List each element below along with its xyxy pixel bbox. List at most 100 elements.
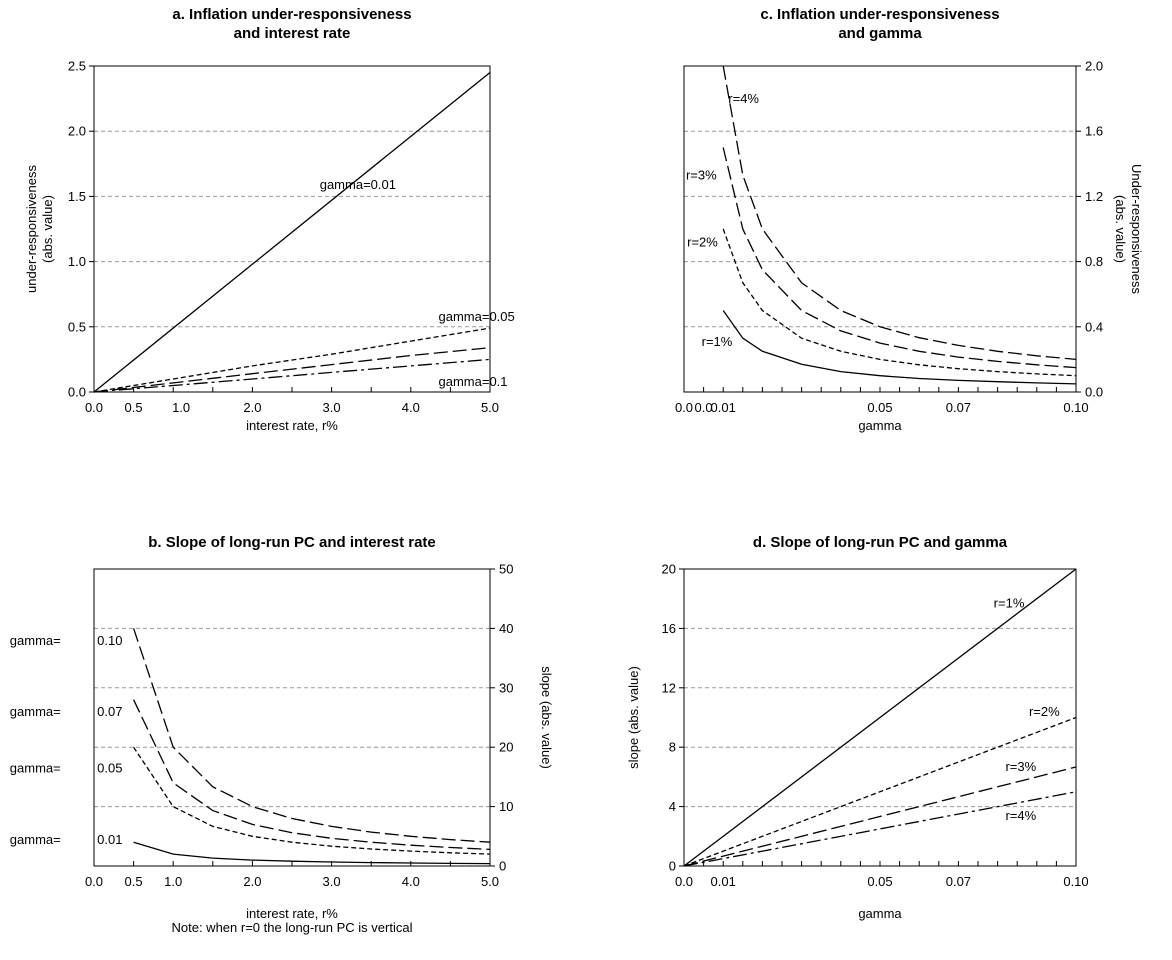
annotation-label: 0.05 [97, 760, 122, 775]
x-tick-label: 0.5 [125, 400, 143, 415]
x-tick-label: 0.07 [946, 874, 971, 889]
y-axis-label: slope (abs. value) [539, 666, 554, 769]
y-tick-label: 2.5 [68, 59, 86, 74]
series-line [683, 766, 1077, 867]
x-tick-label: 2.0 [243, 400, 261, 415]
y-tick-label: 16 [662, 621, 676, 636]
panel-title-line2: and gamma [838, 25, 922, 42]
annotation-label: gamma=0.05 [439, 309, 515, 324]
y-tick-label: 0.8 [1085, 254, 1103, 269]
x-tick-label: 0.01 [711, 874, 736, 889]
series-line [133, 699, 491, 851]
annotation-label: gamma= [10, 633, 61, 648]
panel-title: c. Inflation under-responsiveness [760, 6, 999, 23]
x-tick-label: 0.10 [1063, 400, 1088, 415]
x-tick-label: 0.0 [695, 400, 713, 415]
y-tick-label: 0 [499, 859, 506, 874]
series-line [683, 568, 1077, 867]
panel-title: a. Inflation under-responsiveness [172, 6, 411, 23]
y-tick-label: 20 [499, 740, 513, 755]
x-tick-label: 4.0 [402, 400, 420, 415]
x-tick-label: 3.0 [323, 400, 341, 415]
annotation-label: r=3% [1005, 759, 1036, 774]
y-tick-label: 1.0 [68, 254, 86, 269]
annotation-label: gamma= [10, 704, 61, 719]
annotation-label: r=4% [1005, 808, 1036, 823]
y-tick-label: 12 [662, 680, 676, 695]
y-tick-label: 0.0 [68, 385, 86, 400]
series-line [132, 628, 491, 843]
x-tick-label: 0.01 [711, 400, 736, 415]
series-line [93, 71, 491, 393]
y-tick-label: 0 [669, 859, 676, 874]
x-tick-label: 5.0 [481, 400, 499, 415]
x-tick-label: 0.05 [867, 874, 892, 889]
annotation-label: gamma=0.1 [439, 374, 508, 389]
x-tick-label: 0.10 [1063, 874, 1088, 889]
annotation-label: r=1% [702, 334, 733, 349]
x-tick-label: 0.0 [85, 874, 103, 889]
panel-d: d. Slope of long-run PC and gamma 0.0 0.01… [626, 534, 1089, 921]
panel-title-line2: and interest rate [234, 25, 351, 42]
y-axis-label-line2: (abs. value) [1113, 195, 1128, 263]
series-line [722, 228, 1077, 377]
annotation-label: r=2% [1029, 704, 1060, 719]
y-tick-label: 50 [499, 562, 513, 577]
plot-frame [93, 65, 491, 393]
panel-b: b. Slope of long-run PC and interest rat… [10, 534, 554, 935]
x-tick-label: 4.0 [402, 874, 420, 889]
x-tick-label: 0.0 [85, 400, 103, 415]
x-tick-label: 5.0 [481, 874, 499, 889]
annotation-label: r=1% [994, 596, 1025, 611]
panel-title: d. Slope of long-run PC and gamma [753, 534, 1008, 551]
y-tick-label: 2.0 [1085, 59, 1103, 74]
y-tick-label: 20 [662, 562, 676, 577]
y-tick-label: 1.6 [1085, 124, 1103, 139]
y-tick-label: 30 [499, 680, 513, 695]
plot-frame [93, 568, 491, 867]
chart-note: Note: when r=0 the long-run PC is vertic… [172, 920, 413, 935]
y-tick-label: 1.2 [1085, 189, 1103, 204]
series-line [93, 327, 491, 393]
series-line [683, 791, 1077, 867]
panel-a: a. Inflation under-responsiveness and int… [24, 6, 515, 433]
x-tick-label: 0.0 [675, 400, 693, 415]
series-line [93, 358, 491, 393]
annotation-label: r=2% [687, 235, 718, 250]
annotation-label: 0.01 [97, 832, 122, 847]
series-line [133, 746, 491, 855]
x-tick-label: 2.0 [243, 874, 261, 889]
annotation-label: gamma= [10, 832, 61, 847]
series-line [722, 310, 1077, 385]
annotation-label: r=4% [728, 91, 759, 106]
annotation-label: gamma=0.01 [320, 177, 396, 192]
y-axis-label: slope (abs. value) [626, 666, 641, 769]
x-tick-label: 0.0 [675, 874, 693, 889]
annotation-label: 0.10 [97, 633, 122, 648]
panel-c: c. Inflation under-responsiveness and gam… [675, 6, 1144, 433]
y-tick-label: 1.5 [68, 189, 86, 204]
series-line [133, 841, 491, 865]
x-tick-label: 1.0 [164, 874, 182, 889]
x-axis-label: interest rate, r% [246, 418, 338, 433]
series-line [722, 147, 1077, 369]
x-axis-label: gamma [858, 418, 902, 433]
annotation-label: 0.07 [97, 704, 122, 719]
y-tick-label: 40 [499, 621, 513, 636]
series-line [722, 65, 1077, 361]
y-tick-label: 8 [669, 740, 676, 755]
x-tick-label: 0.07 [946, 400, 971, 415]
x-axis-label: gamma [858, 906, 902, 921]
y-axis-label: under-responsiveness [24, 165, 39, 293]
panel-title: b. Slope of long-run PC and interest rat… [148, 534, 436, 551]
x-tick-label: 1.0 [172, 400, 190, 415]
series-line [93, 347, 491, 393]
y-tick-label: 4 [669, 799, 676, 814]
annotation-label: r=3% [686, 168, 717, 183]
x-tick-label: 3.0 [323, 874, 341, 889]
x-axis-label: interest rate, r% [246, 906, 338, 921]
y-tick-label: 0.0 [1085, 385, 1103, 400]
x-tick-label: 0.5 [125, 874, 143, 889]
annotation-label: gamma= [10, 760, 61, 775]
